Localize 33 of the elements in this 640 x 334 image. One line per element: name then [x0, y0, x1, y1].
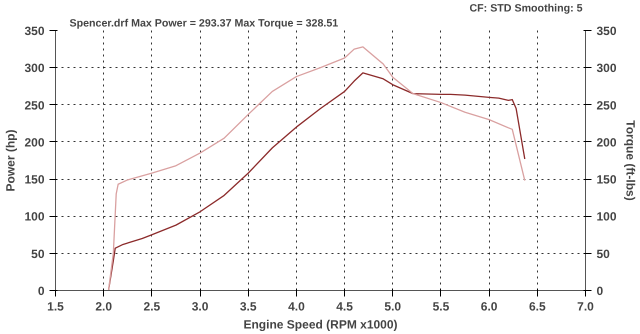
x-tick-label: 5.0 [384, 300, 402, 314]
y2-tick-label: 50 [596, 246, 610, 261]
y-axis-title: Power (hp) [3, 129, 18, 192]
x-tick-label: 3.0 [192, 300, 209, 314]
y2-tick-label: 350 [596, 24, 617, 38]
x-tick-label: 3.5 [240, 300, 257, 314]
x-tick-label: 1.5 [47, 300, 64, 314]
y2-tick-label: 0 [596, 284, 604, 298]
y2-axis-title: Torque (ft-lbs) [624, 120, 638, 201]
x-tick-label: 6.0 [480, 300, 498, 314]
y-tick-label: 250 [24, 98, 45, 112]
text: CF: STD Smoothing: 5 [469, 2, 583, 14]
y-tick-label: 150 [24, 172, 45, 187]
x-tick-label: 7.0 [577, 300, 594, 314]
y-tick-label: 300 [24, 61, 45, 76]
x-tick-label: 4.5 [336, 300, 354, 314]
x-tick-label: 4.0 [288, 300, 306, 314]
x-axis-title: Engine Speed (RPM x1000) [243, 318, 398, 332]
y-tick-label: 350 [24, 24, 45, 38]
y2-tick-label: 100 [596, 210, 617, 224]
x-tick-label: 2.0 [95, 300, 112, 314]
y2-tick-label: 200 [596, 135, 617, 150]
x-tick-label: 5.5 [432, 300, 450, 314]
y-tick-label: 200 [24, 135, 45, 150]
y-tick-label: 0 [38, 284, 45, 298]
x-tick-label: 2.5 [144, 300, 161, 314]
x-tick-label: 6.5 [528, 300, 546, 314]
text: Spencer.drf Max Power = 293.37 Max Torque = 328.51 [70, 18, 338, 30]
y-tick-label: 50 [31, 246, 45, 261]
y2-tick-label: 300 [596, 61, 617, 76]
y-tick-label: 100 [24, 210, 45, 224]
y2-tick-label: 150 [596, 172, 617, 187]
y2-tick-label: 250 [596, 98, 617, 112]
